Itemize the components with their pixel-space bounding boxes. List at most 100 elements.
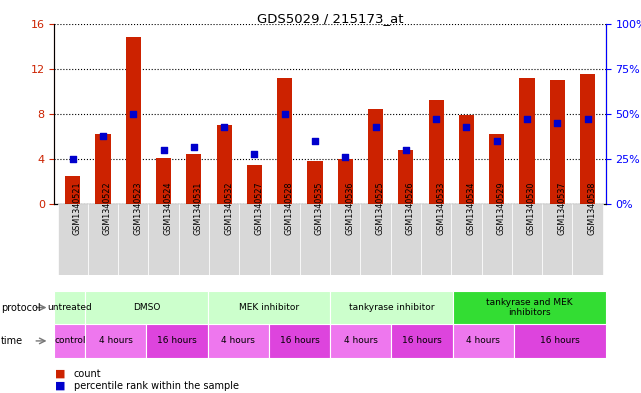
Bar (519, 78, 535, 204)
Text: tankyrase and MEK
inhibitors: tankyrase and MEK inhibitors (486, 298, 572, 317)
Text: 4 hours: 4 hours (466, 336, 500, 345)
Point (188, 143, 199, 150)
Bar (277, 78, 292, 204)
Point (431, 116, 441, 123)
Point (552, 120, 562, 126)
Text: GSM1340533: GSM1340533 (436, 181, 445, 235)
Bar (85, 324, 146, 358)
Bar (481, 204, 512, 275)
Bar (126, 37, 141, 204)
Text: GSM1340528: GSM1340528 (285, 181, 294, 235)
Text: tankyrase inhibitor: tankyrase inhibitor (349, 303, 434, 312)
Point (462, 123, 472, 130)
Point (249, 151, 260, 157)
Text: protocol: protocol (1, 303, 40, 312)
Point (522, 116, 532, 123)
Point (583, 116, 593, 123)
Point (128, 111, 138, 117)
Text: GSM1340522: GSM1340522 (103, 181, 112, 235)
Bar (451, 204, 481, 275)
Bar (512, 204, 542, 275)
Bar (58, 204, 88, 275)
Text: GSM1340532: GSM1340532 (224, 181, 233, 235)
Bar (489, 134, 504, 204)
Bar (368, 110, 383, 204)
Point (67, 156, 78, 162)
Text: GSM1340534: GSM1340534 (467, 181, 476, 235)
Bar (572, 204, 603, 275)
Bar (580, 74, 595, 204)
Bar (453, 291, 606, 324)
Bar (65, 176, 80, 204)
Text: 4 hours: 4 hours (221, 336, 255, 345)
Text: GSM1340530: GSM1340530 (527, 181, 536, 235)
Bar (300, 204, 330, 275)
Bar (239, 204, 269, 275)
Bar (550, 80, 565, 204)
Bar (96, 134, 110, 204)
Bar (308, 162, 322, 204)
Point (158, 147, 169, 153)
Text: GSM1340536: GSM1340536 (345, 181, 354, 235)
Bar (88, 204, 118, 275)
Text: ■: ■ (54, 381, 65, 391)
Bar (54, 291, 85, 324)
Text: GSM1340537: GSM1340537 (557, 181, 566, 235)
Bar (156, 158, 171, 204)
Text: GSM1340523: GSM1340523 (133, 181, 142, 235)
Point (492, 138, 502, 144)
Text: 16 hours: 16 hours (402, 336, 442, 345)
Text: GDS5029 / 215173_at: GDS5029 / 215173_at (257, 12, 403, 25)
Bar (330, 291, 453, 324)
Text: untreated: untreated (47, 303, 92, 312)
Bar (360, 204, 391, 275)
Text: 4 hours: 4 hours (99, 336, 133, 345)
Bar (247, 165, 262, 204)
Bar (330, 324, 392, 358)
Text: control: control (54, 336, 85, 345)
Text: 16 hours: 16 hours (157, 336, 197, 345)
Bar (330, 204, 360, 275)
Text: count: count (74, 369, 101, 379)
Point (310, 138, 320, 144)
Bar (208, 291, 330, 324)
Point (401, 147, 411, 153)
Bar (209, 204, 239, 275)
Bar (208, 324, 269, 358)
Text: GSM1340527: GSM1340527 (254, 181, 263, 235)
Text: GSM1340526: GSM1340526 (406, 181, 415, 235)
Text: GSM1340535: GSM1340535 (315, 181, 324, 235)
Bar (514, 324, 606, 358)
Bar (398, 150, 413, 204)
Bar (459, 115, 474, 204)
Text: percentile rank within the sample: percentile rank within the sample (74, 381, 238, 391)
Bar (542, 204, 572, 275)
Text: DMSO: DMSO (133, 303, 160, 312)
Text: GSM1340538: GSM1340538 (588, 181, 597, 235)
Bar (146, 324, 208, 358)
Bar (54, 324, 85, 358)
Text: GSM1340524: GSM1340524 (163, 181, 172, 235)
Bar (269, 204, 300, 275)
Bar (187, 154, 201, 204)
Point (98, 132, 108, 139)
Bar (85, 291, 208, 324)
Text: 16 hours: 16 hours (540, 336, 579, 345)
Bar (429, 101, 444, 204)
Text: GSM1340529: GSM1340529 (497, 181, 506, 235)
Point (370, 123, 381, 130)
Text: ■: ■ (54, 369, 65, 379)
Text: time: time (1, 336, 23, 346)
Bar (421, 204, 451, 275)
Point (279, 111, 290, 117)
Bar (453, 324, 514, 358)
Bar (338, 159, 353, 204)
Text: GSM1340525: GSM1340525 (376, 181, 385, 235)
Text: 16 hours: 16 hours (279, 336, 319, 345)
Text: 4 hours: 4 hours (344, 336, 378, 345)
Bar (269, 324, 330, 358)
Bar (392, 324, 453, 358)
Point (219, 123, 229, 130)
Point (340, 154, 351, 160)
Bar (118, 204, 148, 275)
